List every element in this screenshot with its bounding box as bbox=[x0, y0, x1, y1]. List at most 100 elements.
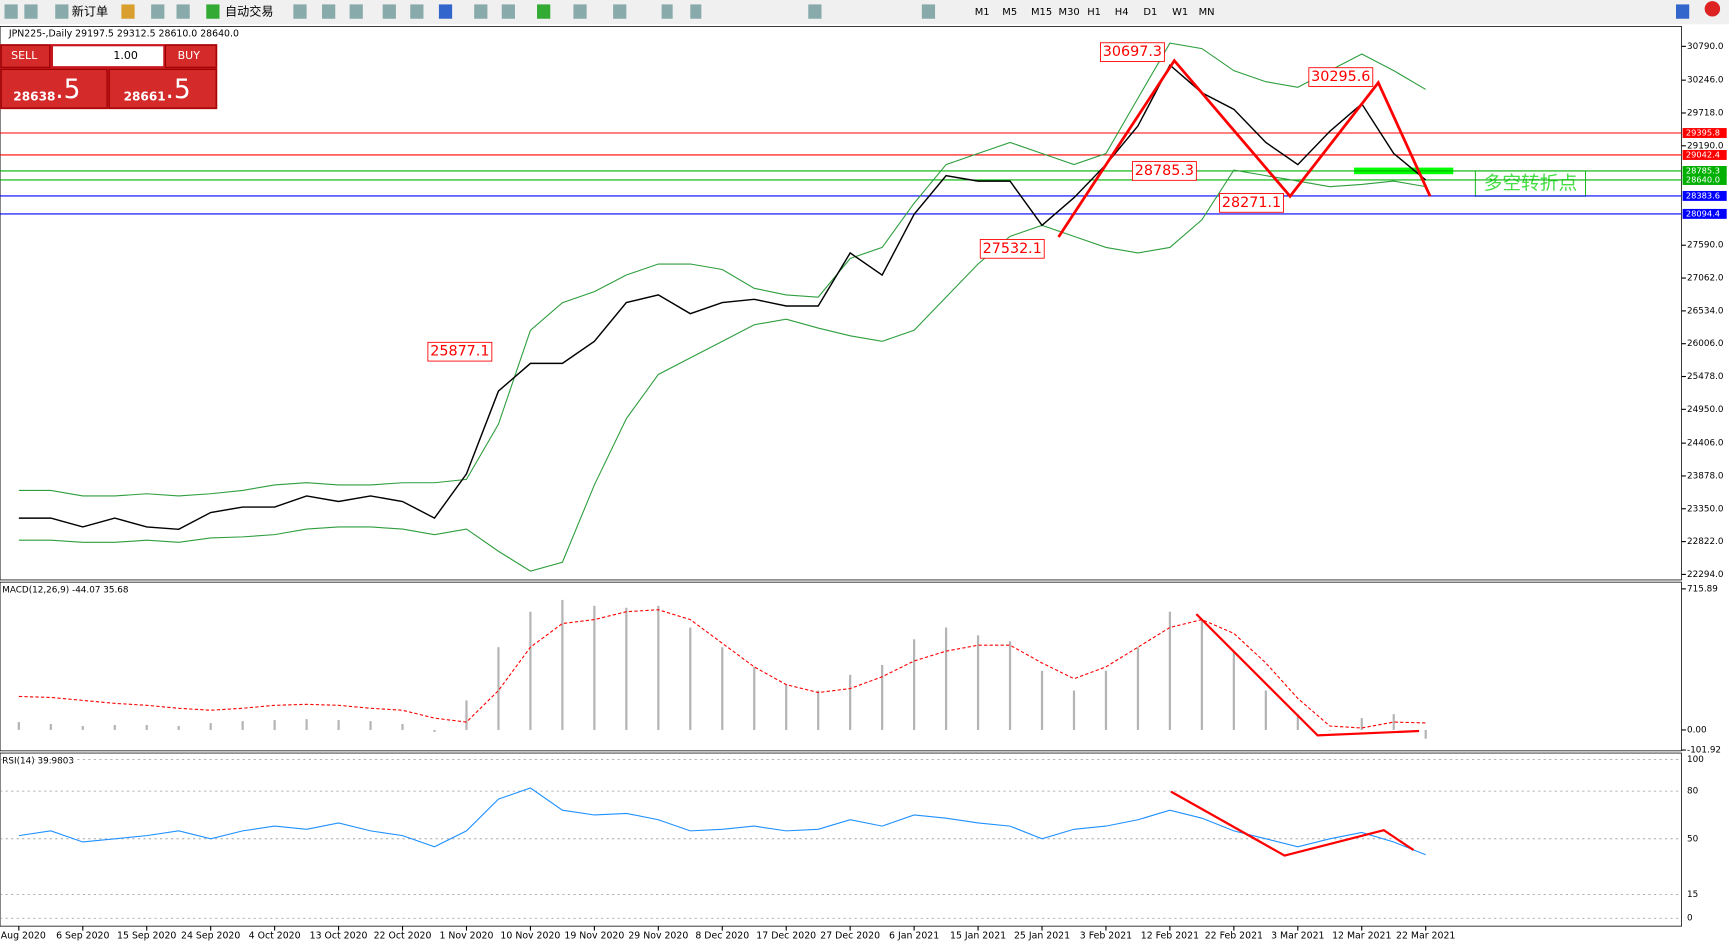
icon[interactable] bbox=[4, 4, 18, 19]
y-tick-label: 24950.0 bbox=[1687, 405, 1724, 415]
icon[interactable] bbox=[24, 4, 38, 19]
rsi-tick-label: 80 bbox=[1687, 787, 1699, 797]
buy-label[interactable]: BUY bbox=[178, 49, 201, 62]
macd-bar bbox=[753, 666, 756, 730]
level-tag bbox=[1682, 190, 1727, 201]
icon[interactable] bbox=[151, 4, 165, 19]
icon[interactable] bbox=[121, 4, 135, 19]
y-tick-label: 30246.0 bbox=[1687, 76, 1724, 86]
timeframe[interactable]: MN bbox=[1199, 7, 1215, 18]
macd-bar bbox=[1008, 641, 1012, 730]
bollinger-upper bbox=[18, 42, 1426, 497]
macd-panel bbox=[0, 581, 1682, 752]
note: 多空转折点 bbox=[1484, 174, 1578, 195]
x-tick-label: 29 Nov 2020 bbox=[628, 931, 688, 942]
icon[interactable] bbox=[410, 4, 424, 19]
y-tick-label: 22294.0 bbox=[1687, 570, 1724, 580]
bid-pips: .5 bbox=[55, 74, 80, 105]
x-tick-label: 10 Nov 2020 bbox=[500, 931, 560, 942]
macd-bar bbox=[497, 647, 500, 730]
rsi-tick-label: 100 bbox=[1687, 755, 1704, 765]
rsi-arrow bbox=[1170, 790, 1415, 857]
macd-bar bbox=[913, 639, 916, 730]
x-tick-label: 12 Mar 2021 bbox=[1332, 931, 1391, 942]
macd-bar bbox=[785, 684, 788, 730]
icon[interactable] bbox=[501, 4, 515, 19]
macd-bar bbox=[529, 611, 532, 730]
macd-bar bbox=[1232, 651, 1235, 730]
chart-frame bbox=[0, 26, 1682, 927]
macd-bar bbox=[1072, 690, 1076, 730]
sell-label[interactable]: SELL bbox=[11, 49, 38, 62]
timeframe[interactable]: M30 bbox=[1059, 7, 1080, 18]
ask-pips: .5 bbox=[165, 74, 190, 105]
macd-bar bbox=[17, 722, 20, 730]
x-tick-label: 3 Feb 2021 bbox=[1080, 931, 1132, 942]
timeframe[interactable]: H1 bbox=[1087, 7, 1101, 18]
macd-bar bbox=[305, 719, 308, 730]
price-annotation-box bbox=[1131, 161, 1197, 181]
timeframe[interactable]: H4 bbox=[1115, 7, 1129, 18]
lots-input[interactable] bbox=[53, 46, 164, 67]
macd-bar bbox=[433, 729, 436, 732]
x-tick-label: 19 Nov 2020 bbox=[564, 931, 624, 942]
x-tick-label: 1 Nov 2020 bbox=[439, 931, 493, 942]
icon[interactable] bbox=[573, 4, 587, 19]
timeframe[interactable]: M5 bbox=[1002, 7, 1017, 18]
lots[interactable]: 1.00 bbox=[113, 49, 138, 62]
x-tick-label: 25 Jan 2021 bbox=[1014, 931, 1070, 942]
macd-bar bbox=[721, 647, 724, 730]
y-tick-label: 26534.0 bbox=[1687, 306, 1724, 316]
x-tick-label: 7 Aug 2020 bbox=[0, 931, 46, 942]
level-tag bbox=[1682, 150, 1727, 160]
toolbar bbox=[0, 0, 1729, 25]
x-tick-label: 15 Jan 2021 bbox=[950, 931, 1006, 942]
icon[interactable] bbox=[349, 4, 363, 19]
icon[interactable] bbox=[1675, 4, 1690, 19]
ask-price: 28661 bbox=[124, 90, 166, 104]
y-tick-label: 25478.0 bbox=[1687, 372, 1724, 382]
icon[interactable] bbox=[661, 4, 673, 19]
icon[interactable] bbox=[808, 4, 822, 19]
macd-bar bbox=[849, 674, 852, 730]
bid-box[interactable] bbox=[0, 68, 108, 109]
buy-button[interactable] bbox=[164, 44, 217, 68]
level-tag bbox=[1682, 208, 1727, 219]
y-tick-label: 27590.0 bbox=[1687, 241, 1724, 251]
icon[interactable] bbox=[382, 4, 396, 19]
icon[interactable] bbox=[537, 4, 551, 19]
new-order[interactable]: 新订单 bbox=[72, 4, 108, 19]
icon[interactable] bbox=[55, 4, 69, 19]
x-tick-label: 3 Mar 2021 bbox=[1271, 931, 1324, 942]
auto-trading[interactable]: 自动交易 bbox=[225, 4, 273, 19]
icon[interactable] bbox=[206, 4, 220, 19]
macd-bar bbox=[1104, 670, 1108, 730]
y-tick-label: 22822.0 bbox=[1687, 537, 1724, 547]
timeframe[interactable]: D1 bbox=[1143, 7, 1157, 18]
timeframe[interactable]: M1 bbox=[975, 7, 990, 18]
ask-box[interactable] bbox=[108, 68, 217, 109]
drawings bbox=[1057, 58, 1432, 857]
timeframe[interactable]: M15 bbox=[1031, 7, 1052, 18]
icon[interactable] bbox=[690, 4, 702, 19]
macd-bar bbox=[177, 726, 180, 730]
timeframe[interactable]: W1 bbox=[1172, 7, 1188, 18]
macd-bar bbox=[369, 721, 372, 730]
icon[interactable] bbox=[613, 4, 627, 19]
icon[interactable] bbox=[921, 4, 936, 19]
icon[interactable] bbox=[293, 4, 307, 19]
icon[interactable] bbox=[474, 4, 488, 19]
macd-bar bbox=[1040, 670, 1044, 730]
macd-bar bbox=[625, 607, 628, 730]
y-tick-label: 29718.0 bbox=[1687, 108, 1724, 118]
icon[interactable] bbox=[322, 4, 336, 19]
icon[interactable] bbox=[438, 4, 453, 19]
macd-bar bbox=[401, 724, 404, 730]
notification[interactable] bbox=[1704, 1, 1721, 17]
macd-bar bbox=[145, 725, 148, 730]
zigzag-arrow bbox=[1057, 58, 1432, 238]
icon[interactable] bbox=[176, 4, 190, 19]
sell-button[interactable] bbox=[0, 44, 51, 68]
price-panel bbox=[0, 26, 1682, 581]
